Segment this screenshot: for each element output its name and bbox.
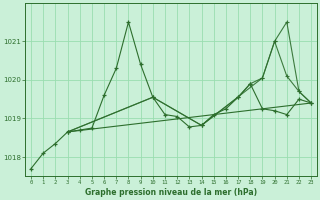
X-axis label: Graphe pression niveau de la mer (hPa): Graphe pression niveau de la mer (hPa)	[85, 188, 257, 197]
